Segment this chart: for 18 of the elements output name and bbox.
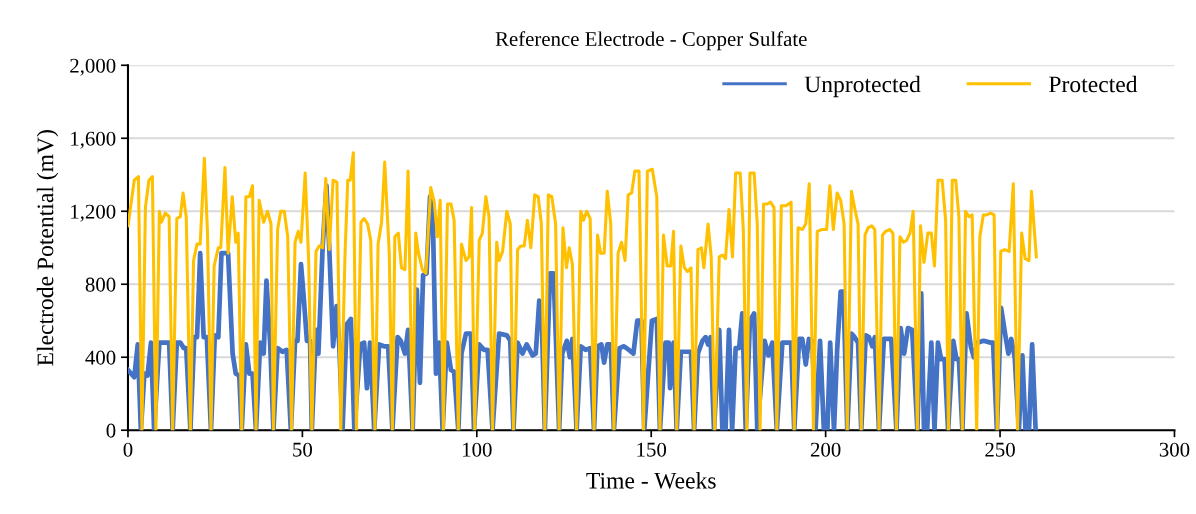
x-tick-label: 100 [463, 442, 492, 457]
x-tick-label: 0 [123, 442, 133, 457]
y-tick-label: 400 [85, 350, 116, 365]
x-tick-label: 300 [1159, 442, 1190, 457]
x-tick-label: 250 [985, 442, 1015, 457]
y-axis-title: Electrode Potential (mV) [36, 130, 59, 366]
y-tick-label: 1,600 [71, 131, 116, 149]
legend-label: Unprotected [804, 75, 921, 98]
chart-title: Reference Electrode - Copper Sulfate [495, 31, 807, 51]
legend-label: Protected [1049, 75, 1138, 93]
y-tick-label: 800 [85, 277, 116, 292]
y-tick-label: 2,000 [70, 58, 116, 76]
y-tick-label: 0 [106, 423, 116, 438]
y-tick-label: 1,200 [71, 204, 116, 222]
x-tick-label: 50 [293, 442, 313, 457]
x-tick-label: 150 [637, 442, 667, 457]
x-tick-label: 200 [810, 442, 841, 457]
x-axis-title: Time - Weeks [586, 472, 716, 489]
